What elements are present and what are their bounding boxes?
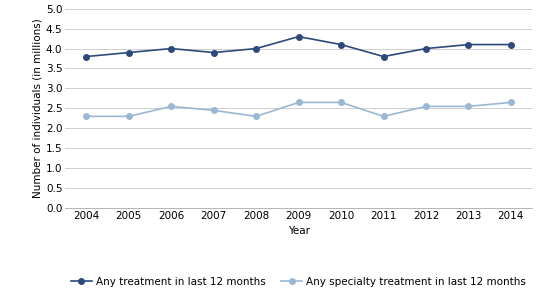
Any specialty treatment in last 12 months	[465, 105, 472, 108]
Any treatment in last 12 months	[508, 43, 514, 46]
Any specialty treatment in last 12 months	[295, 101, 302, 104]
Any specialty treatment in last 12 months	[211, 109, 217, 112]
Legend: Any treatment in last 12 months, Any specialty treatment in last 12 months: Any treatment in last 12 months, Any spe…	[71, 277, 526, 287]
Any treatment in last 12 months	[83, 55, 90, 58]
Line: Any specialty treatment in last 12 months: Any specialty treatment in last 12 month…	[84, 100, 514, 119]
Any treatment in last 12 months	[211, 51, 217, 54]
Any treatment in last 12 months	[168, 47, 174, 50]
Any treatment in last 12 months	[338, 43, 344, 46]
Any specialty treatment in last 12 months	[338, 101, 344, 104]
Any specialty treatment in last 12 months	[83, 115, 90, 118]
Any specialty treatment in last 12 months	[168, 105, 174, 108]
Any treatment in last 12 months	[295, 35, 302, 38]
Any treatment in last 12 months	[423, 47, 430, 50]
Y-axis label: Number of individuals (in millions): Number of individuals (in millions)	[33, 18, 43, 198]
Any specialty treatment in last 12 months	[125, 115, 132, 118]
X-axis label: Year: Year	[288, 226, 310, 236]
Any treatment in last 12 months	[380, 55, 387, 58]
Any specialty treatment in last 12 months	[423, 105, 430, 108]
Line: Any treatment in last 12 months: Any treatment in last 12 months	[84, 34, 514, 59]
Any treatment in last 12 months	[125, 51, 132, 54]
Any treatment in last 12 months	[465, 43, 472, 46]
Any specialty treatment in last 12 months	[508, 101, 514, 104]
Any specialty treatment in last 12 months	[380, 115, 387, 118]
Any treatment in last 12 months	[253, 47, 260, 50]
Any specialty treatment in last 12 months	[253, 115, 260, 118]
